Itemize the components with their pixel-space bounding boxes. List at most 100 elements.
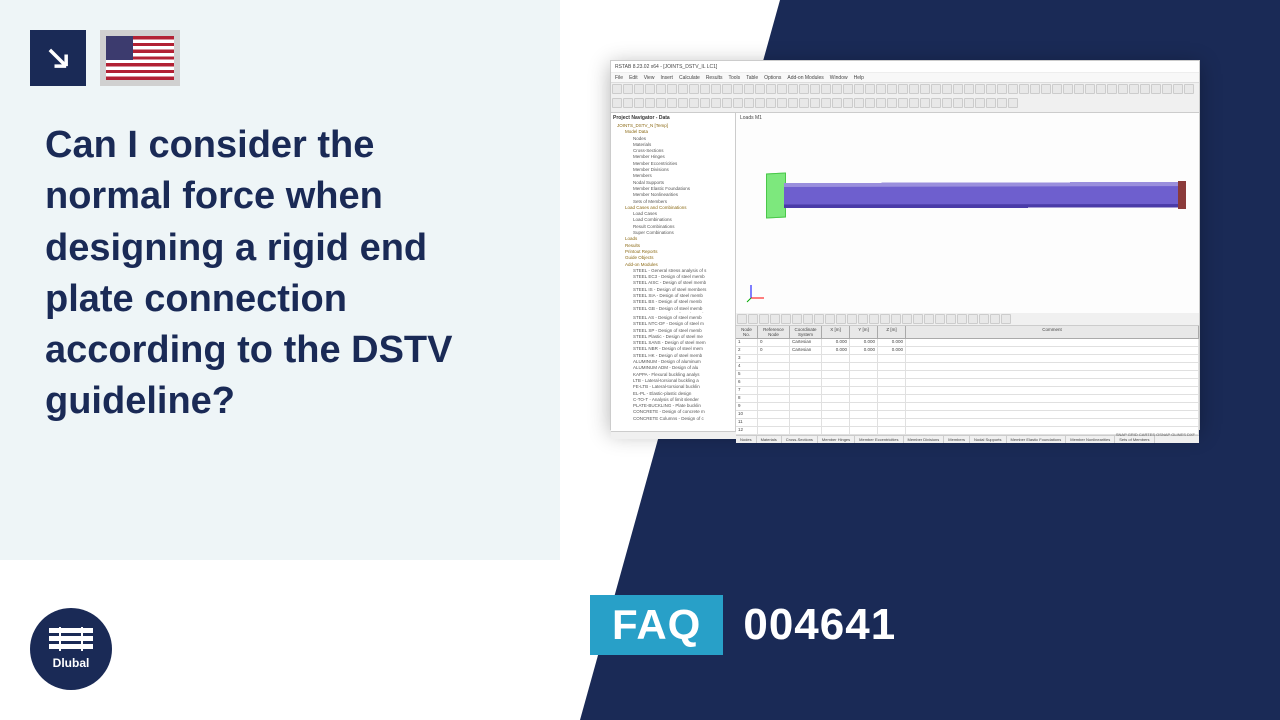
toolbar-button[interactable] — [909, 84, 919, 94]
table-tab[interactable]: Materials — [757, 436, 782, 443]
toolbar-button[interactable] — [1041, 84, 1051, 94]
table-toolbar-button[interactable] — [946, 314, 956, 324]
table-toolbar-button[interactable] — [858, 314, 868, 324]
table-toolbar-button[interactable] — [869, 314, 879, 324]
menu-item[interactable]: Window — [830, 75, 848, 81]
toolbar-button[interactable] — [1008, 84, 1018, 94]
toolbar-button[interactable] — [986, 84, 996, 94]
toolbar-button[interactable] — [656, 98, 666, 108]
table-row[interactable]: 20Cartesian0.0000.0000.000 — [736, 347, 1199, 355]
toolbar-button[interactable] — [733, 98, 743, 108]
toolbar-button[interactable] — [1107, 84, 1117, 94]
toolbar-button[interactable] — [953, 98, 963, 108]
toolbar-button[interactable] — [821, 98, 831, 108]
table-toolbar-button[interactable] — [880, 314, 890, 324]
menu-item[interactable]: Add-on Modules — [787, 75, 823, 81]
toolbar-button[interactable] — [612, 84, 622, 94]
toolbar-button[interactable] — [634, 84, 644, 94]
toolbar-button[interactable] — [722, 84, 732, 94]
table-toolbar-button[interactable] — [957, 314, 967, 324]
table-tab[interactable]: Nodes — [736, 436, 757, 443]
toolbar-button[interactable] — [876, 98, 886, 108]
table-toolbar-button[interactable] — [1001, 314, 1011, 324]
table-tab[interactable]: Cross-Sections — [782, 436, 818, 443]
toolbar-button[interactable] — [744, 84, 754, 94]
toolbar-button[interactable] — [810, 84, 820, 94]
toolbar-button[interactable] — [1118, 84, 1128, 94]
toolbar-button[interactable] — [744, 98, 754, 108]
toolbar-button[interactable] — [799, 84, 809, 94]
toolbar-button[interactable] — [964, 98, 974, 108]
table-toolbar-button[interactable] — [792, 314, 802, 324]
menu-item[interactable]: Table — [746, 75, 758, 81]
toolbar-button[interactable] — [920, 98, 930, 108]
tree-item[interactable]: CONCRETE Columns - Design of c — [613, 416, 733, 422]
toolbar-button[interactable] — [733, 84, 743, 94]
toolbar-button[interactable] — [1129, 84, 1139, 94]
toolbar-button[interactable] — [1096, 84, 1106, 94]
table-toolbar-button[interactable] — [803, 314, 813, 324]
toolbar-button[interactable] — [1151, 84, 1161, 94]
toolbar-button[interactable] — [689, 84, 699, 94]
table-toolbar-button[interactable] — [968, 314, 978, 324]
table-toolbar-button[interactable] — [759, 314, 769, 324]
toolbar-button[interactable] — [766, 84, 776, 94]
table-tab[interactable]: Nodal Supports — [970, 436, 1007, 443]
menu-item[interactable]: Results — [706, 75, 723, 81]
toolbar-button[interactable] — [623, 84, 633, 94]
table-toolbar-button[interactable] — [770, 314, 780, 324]
toolbar-button[interactable] — [788, 98, 798, 108]
toolbar-button[interactable] — [645, 98, 655, 108]
toolbar-button[interactable] — [667, 84, 677, 94]
toolbar-button[interactable] — [898, 98, 908, 108]
toolbar-button[interactable] — [1173, 84, 1183, 94]
menu-item[interactable]: File — [615, 75, 623, 81]
toolbar-button[interactable] — [700, 84, 710, 94]
table-toolbar-button[interactable] — [748, 314, 758, 324]
toolbar-button[interactable] — [975, 84, 985, 94]
toolbar-button[interactable] — [711, 98, 721, 108]
toolbar-button[interactable] — [909, 98, 919, 108]
toolbar-button[interactable] — [887, 98, 897, 108]
toolbar-button[interactable] — [942, 98, 952, 108]
toolbar-button[interactable] — [799, 98, 809, 108]
toolbar-button[interactable] — [865, 84, 875, 94]
table-toolbar-button[interactable] — [836, 314, 846, 324]
toolbar-button[interactable] — [843, 98, 853, 108]
toolbar-button[interactable] — [634, 98, 644, 108]
toolbar-button[interactable] — [953, 84, 963, 94]
toolbar-button[interactable] — [876, 84, 886, 94]
table-toolbar-button[interactable] — [979, 314, 989, 324]
toolbar-button[interactable] — [1063, 84, 1073, 94]
table-tab[interactable]: Sets of Members — [1115, 436, 1154, 443]
toolbar-button[interactable] — [755, 84, 765, 94]
menu-item[interactable]: Tools — [729, 75, 741, 81]
table-toolbar-button[interactable] — [924, 314, 934, 324]
toolbar-button[interactable] — [997, 84, 1007, 94]
toolbar-button[interactable] — [777, 98, 787, 108]
toolbar-button[interactable] — [1085, 84, 1095, 94]
toolbar-button[interactable] — [711, 84, 721, 94]
table-toolbar-button[interactable] — [737, 314, 747, 324]
toolbar-button[interactable] — [1019, 84, 1029, 94]
table-toolbar-button[interactable] — [825, 314, 835, 324]
toolbar-button[interactable] — [788, 84, 798, 94]
table-toolbar-button[interactable] — [913, 314, 923, 324]
toolbar-button[interactable] — [832, 98, 842, 108]
table-tab[interactable]: Members — [944, 436, 970, 443]
table-toolbar-button[interactable] — [847, 314, 857, 324]
toolbar-button[interactable] — [623, 98, 633, 108]
toolbar-button[interactable] — [865, 98, 875, 108]
toolbar-button[interactable] — [887, 84, 897, 94]
toolbar-button[interactable] — [656, 84, 666, 94]
toolbar-button[interactable] — [667, 98, 677, 108]
toolbar-button[interactable] — [777, 84, 787, 94]
toolbar-button[interactable] — [898, 84, 908, 94]
toolbar-button[interactable] — [997, 98, 1007, 108]
table-tab[interactable]: Member Hinges — [818, 436, 855, 443]
toolbar-button[interactable] — [854, 98, 864, 108]
toolbar-button[interactable] — [986, 98, 996, 108]
toolbar-button[interactable] — [821, 84, 831, 94]
table-tab[interactable]: Member Divisions — [904, 436, 945, 443]
toolbar-button[interactable] — [766, 98, 776, 108]
